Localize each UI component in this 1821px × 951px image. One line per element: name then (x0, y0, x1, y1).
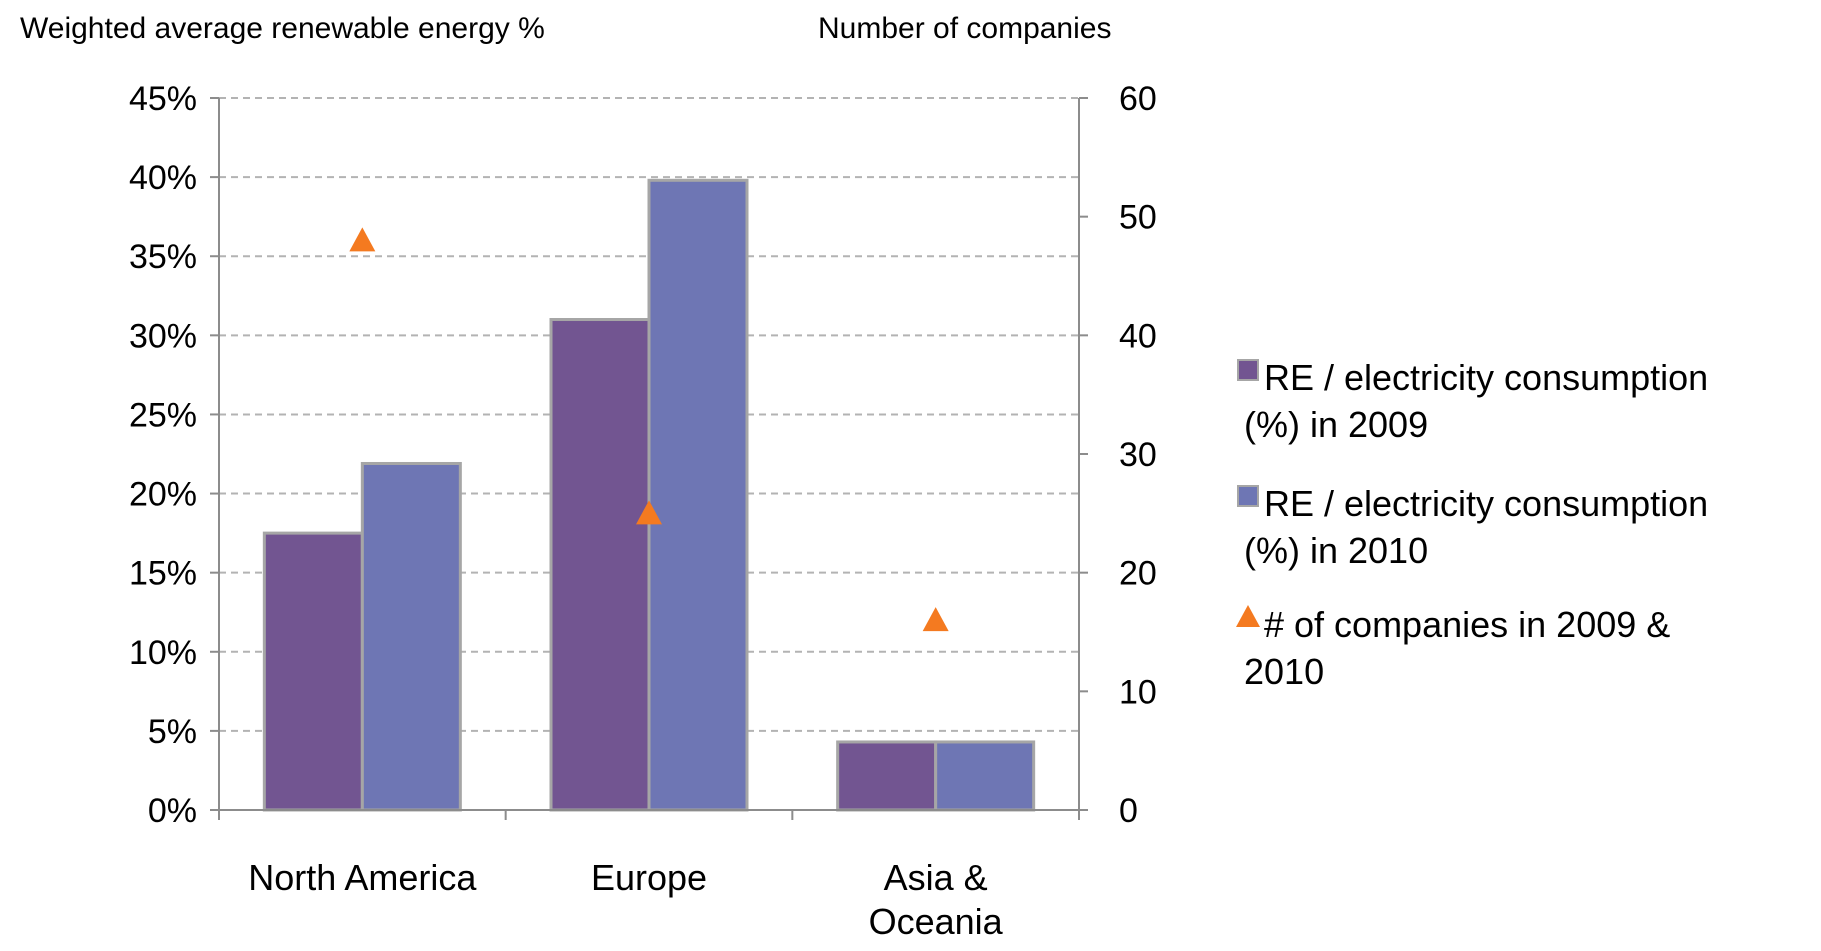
bars (264, 180, 1033, 810)
left-tick-label: 0% (148, 792, 197, 830)
legend: RE / electricity consumption (%) in 2009 R… (1236, 357, 1708, 692)
left-tick-label: 45% (129, 80, 197, 118)
right-tick-label: 0 (1119, 792, 1138, 830)
left-tick-label: 10% (129, 634, 197, 672)
legend-marker (1236, 605, 1260, 627)
category-labels: North America Europe Asia & Oceania (248, 857, 1003, 942)
left-tick-label: 40% (129, 159, 197, 197)
left-tick-label: 15% (129, 555, 197, 593)
right-tick-label: 20 (1119, 555, 1157, 593)
right-axis-ticks: 0 10 20 30 40 50 60 (1079, 80, 1157, 830)
triangle-marker (923, 607, 949, 631)
bar (936, 742, 1034, 810)
right-tick-label: 60 (1119, 80, 1157, 118)
right-tick-label: 50 (1119, 199, 1157, 237)
legend-label: RE / electricity consumption (%) in 2010 (1244, 483, 1708, 571)
left-tick-label: 25% (129, 396, 197, 434)
bar (264, 533, 362, 810)
right-tick-label: 30 (1119, 436, 1157, 474)
legend-label: # of companies in 2009 & 2010 (1244, 604, 1670, 692)
left-tick-label: 30% (129, 317, 197, 355)
left-tick-label: 20% (129, 476, 197, 514)
bar (649, 180, 747, 810)
triangle-marker (349, 227, 375, 251)
right-axis-title: Number of companies (818, 12, 1111, 45)
left-axis-title: Weighted average renewable energy % (20, 12, 545, 45)
legend-swatch (1238, 360, 1258, 380)
category-label: Asia & Oceania (869, 857, 1004, 942)
category-label: North America (248, 857, 477, 898)
category-label: Europe (591, 857, 707, 898)
legend-swatch (1238, 486, 1258, 506)
left-tick-label: 5% (148, 713, 197, 751)
right-tick-label: 40 (1119, 317, 1157, 355)
legend-label: RE / electricity consumption (%) in 2009 (1244, 357, 1708, 445)
bar (838, 742, 936, 810)
bar (551, 320, 649, 810)
right-tick-label: 10 (1119, 673, 1157, 711)
left-tick-label: 35% (129, 238, 197, 276)
left-axis-ticks: 0% 5% 10% 15% 20% 25% 30% 35% 40% 45% (129, 80, 219, 830)
bar (362, 463, 460, 810)
